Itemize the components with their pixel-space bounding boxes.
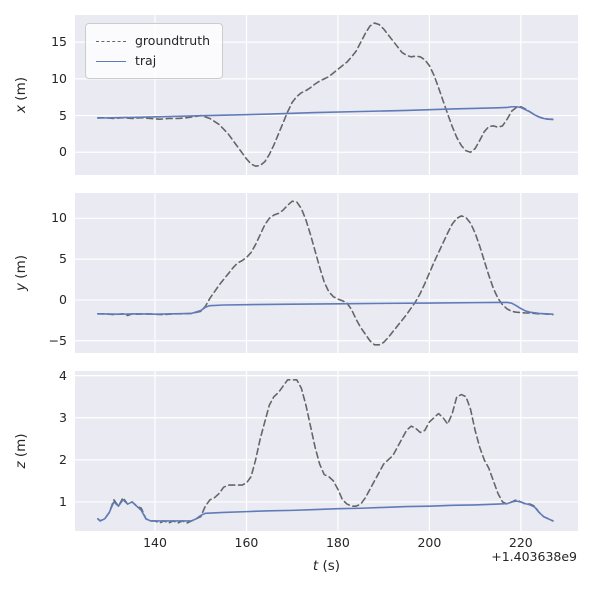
series-traj (97, 301, 554, 316)
axis-offset-text: +1.403638e9 (491, 549, 577, 564)
legend-label-groundtruth: groundtruth (135, 32, 211, 48)
legend: groundtruth traj (85, 23, 224, 79)
chart-y-position (75, 193, 578, 353)
xlabel-unit: (s) (322, 558, 341, 574)
tick-label: −5 (48, 332, 67, 348)
xlabel-var: t (312, 558, 319, 574)
tick-label: 0 (59, 144, 67, 160)
legend-label-traj: traj (135, 52, 157, 68)
tick-label: 220 (508, 535, 533, 550)
series-groundtruth (97, 22, 554, 167)
tick-label: 140 (143, 535, 167, 550)
tick-label: 180 (325, 535, 350, 550)
tick-label: 15 (51, 34, 67, 50)
tick-label: 1 (59, 493, 67, 509)
legend-item-groundtruth: groundtruth (96, 31, 210, 51)
tick-label: 160 (234, 535, 259, 550)
tick-label: 200 (417, 535, 442, 550)
legend-item-traj: traj (96, 51, 210, 71)
xlabel: t (s) (75, 558, 578, 574)
tick-label: 3 (59, 409, 67, 425)
series-traj (97, 499, 554, 522)
tick-label: 0 (59, 291, 67, 307)
tick-label: 5 (59, 107, 67, 123)
ylabel-y-var: y (13, 282, 29, 291)
tick-label: 10 (51, 70, 67, 86)
tick-label: 2 (59, 451, 67, 467)
tick-label: 10 (51, 210, 67, 226)
tick-label: 5 (59, 251, 67, 267)
chart-z-position (75, 371, 578, 531)
dashed-line-icon (96, 40, 126, 42)
series-traj (97, 105, 554, 121)
solid-line-icon (96, 60, 126, 62)
tick-label: 4 (59, 367, 67, 383)
